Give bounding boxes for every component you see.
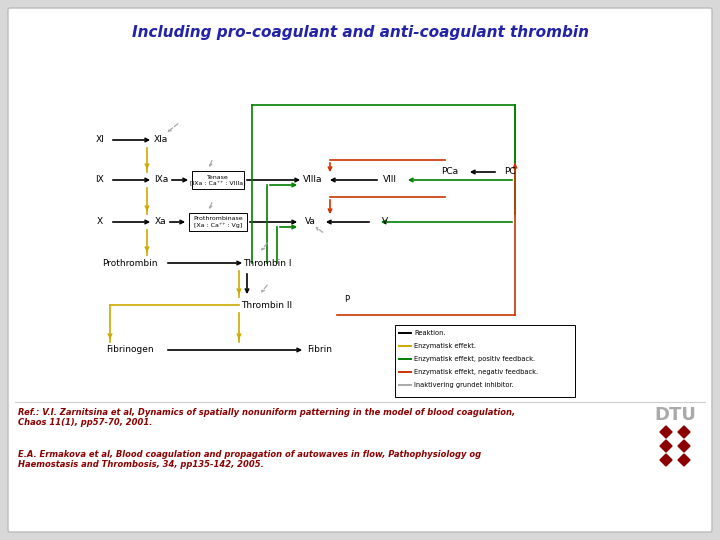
Text: Inaktivering grundet inhibitor.: Inaktivering grundet inhibitor. [414,382,514,388]
Text: Fibrinogen: Fibrinogen [106,346,154,354]
Polygon shape [678,440,690,452]
Text: Thrombin I: Thrombin I [243,259,292,267]
Polygon shape [660,454,672,466]
FancyBboxPatch shape [395,325,575,397]
Text: E.A. Ermakova et al, Blood coagulation and propagation of autowaves in flow, Pat: E.A. Ermakova et al, Blood coagulation a… [18,450,481,469]
Text: IXa: IXa [154,176,168,185]
Text: Enzymatisk effekt, negativ feedback.: Enzymatisk effekt, negativ feedback. [414,369,538,375]
Text: VIII: VIII [383,176,397,185]
Text: P: P [344,295,350,305]
Text: XI: XI [96,136,104,145]
Text: Enzymatisk effekt, positiv feedback.: Enzymatisk effekt, positiv feedback. [414,356,535,362]
FancyBboxPatch shape [189,213,247,231]
Text: Xa: Xa [156,218,167,226]
Polygon shape [660,440,672,452]
Polygon shape [678,426,690,438]
Text: PCa: PCa [441,167,459,177]
FancyBboxPatch shape [192,171,244,189]
Text: Enzymatisk effekt.: Enzymatisk effekt. [414,343,476,349]
Polygon shape [660,426,672,438]
Text: Including pro-coagulant and anti-coagulant thrombin: Including pro-coagulant and anti-coagula… [132,25,588,40]
Text: VIIIa: VIIIa [303,176,323,185]
Text: Tenase
[IXa : Ca⁺⁺ : VIIIa]: Tenase [IXa : Ca⁺⁺ : VIIIa] [190,174,246,185]
Text: Thrombin II: Thrombin II [241,300,292,309]
Polygon shape [678,454,690,466]
Text: X: X [97,218,103,226]
Text: V: V [382,218,388,226]
Text: Fibrin: Fibrin [307,346,333,354]
Text: Prothrombin: Prothrombin [102,259,158,267]
Text: PC: PC [504,167,516,177]
Text: DTU: DTU [654,406,696,424]
Text: XIa: XIa [154,136,168,145]
Text: Va: Va [305,218,315,226]
Text: Ref.: V.I. Zarnitsina et al, Dynamics of spatially nonuniform patterning in the : Ref.: V.I. Zarnitsina et al, Dynamics of… [18,408,515,427]
Text: Prothrombinase
[Xa : Ca⁺⁺ : Vg]: Prothrombinase [Xa : Ca⁺⁺ : Vg] [193,217,243,227]
FancyBboxPatch shape [8,8,712,532]
Text: IX: IX [96,176,104,185]
Text: Reaktion.: Reaktion. [414,330,446,336]
